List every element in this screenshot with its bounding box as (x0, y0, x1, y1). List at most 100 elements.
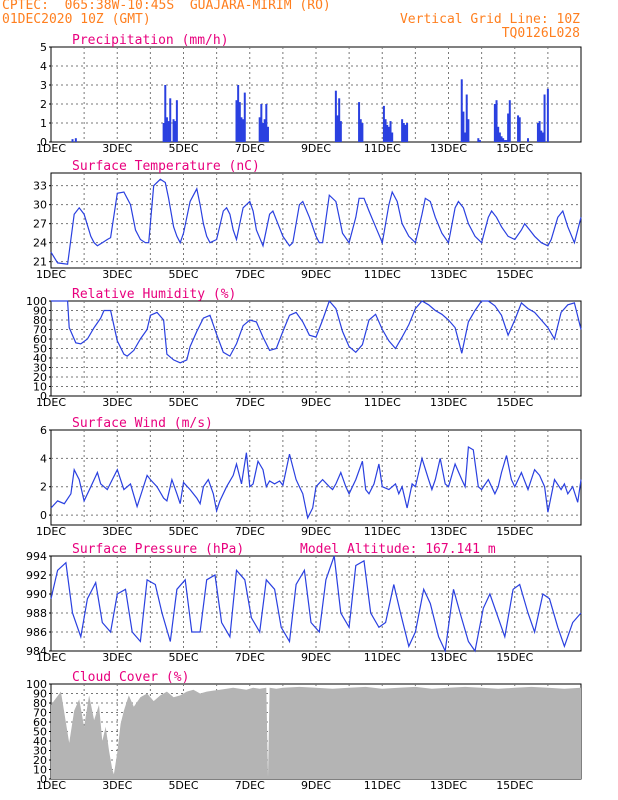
panel-precipitation-mm-bar (465, 94, 468, 142)
panel-precipitation-mm-bar (165, 117, 168, 142)
panel-precipitation-mm-ytick-label: 1 (40, 117, 47, 130)
panel-precipitation-mm-bar (543, 94, 546, 142)
panel-surface-wind-xtick-label: 13DEC (430, 525, 467, 538)
panel-precipitation-mm-bar (391, 132, 394, 142)
panel-surface-pressure-xtick-label: 13DEC (430, 651, 467, 664)
panel-relative-humidity-ytick-label: 70 (33, 324, 47, 337)
panel-precipitation-mm-bar (503, 140, 506, 142)
panel-precipitation-mm-xtick-label: 13DEC (430, 142, 467, 155)
panel-cloud-cover-xtick-label: 13DEC (430, 779, 467, 792)
panel-precipitation-mm-bar (174, 121, 177, 142)
panel-precipitation-mm-bar (500, 136, 503, 142)
panel-precipitation-mm-bar (258, 117, 261, 142)
panel-precipitation-mm-bar (387, 126, 390, 142)
panel-precipitation-mm-bar (498, 132, 501, 142)
panel-surface-pressure-ytick-label: 986 (26, 626, 47, 639)
panel-surface-temperature-xtick-label: 7DEC (235, 268, 265, 281)
vertical-grid-note: Vertical Grid Line: 10Z (399, 12, 580, 27)
panel-surface-wind-xtick-label: 15DEC (496, 525, 533, 538)
panel-precipitation-mm-bar (361, 123, 364, 142)
panel-surface-wind-xtick-label: 1DEC (36, 525, 66, 538)
panel-precipitation-mm-bar (389, 121, 392, 142)
panel-surface-temperature-xtick-label: 9DEC (301, 268, 331, 281)
panel-surface-pressure-xtick-label: 9DEC (301, 651, 331, 664)
panel-surface-wind-xtick-label: 3DEC (102, 525, 132, 538)
panel-surface-pressure-xtick-label: 15DEC (496, 651, 533, 664)
panel-surface-pressure-annotation: Model Altitude: 167.141 m (300, 542, 496, 557)
panel-precipitation-mm-bar (167, 121, 170, 142)
panel-precipitation-mm-bar (74, 138, 77, 142)
panel-surface-wind-xtick-label: 5DEC (168, 525, 198, 538)
panel-cloud-cover-xtick-label: 15DEC (496, 779, 533, 792)
product-code: TQ0126L028 (501, 26, 580, 41)
panel-relative-humidity-xtick-label: 13DEC (430, 396, 467, 409)
panel-precipitation-mm-bar (336, 115, 339, 142)
panel-precipitation-mm-bar (493, 104, 496, 142)
panel-precipitation-mm-bar (175, 100, 178, 142)
panel-precipitation-mm-bar (237, 85, 240, 142)
panel-surface-pressure-xtick-label: 5DEC (168, 651, 198, 664)
panel-relative-humidity-ytick-label: 100 (26, 295, 47, 308)
panel-precipitation-mm-bar (334, 90, 337, 142)
panel-precipitation-mm-bar (172, 119, 175, 142)
panel-surface-wind-series-line (50, 445, 582, 520)
panel-relative-humidity-xtick-label: 9DEC (301, 396, 331, 409)
panel-precipitation-mm-bar (477, 138, 480, 142)
panel-precipitation-mm-bar (518, 117, 521, 142)
panel-precipitation-mm-bar (238, 102, 241, 142)
panel-cloud-cover-ytick-label: 100 (26, 678, 47, 691)
panel-relative-humidity-xtick-label: 11DEC (364, 396, 401, 409)
panel-precipitation-mm-xtick-label: 7DEC (235, 142, 265, 155)
panel-precipitation-mm-xtick-label: 11DEC (364, 142, 401, 155)
panel-surface-wind-title: Surface Wind (m/s) (72, 416, 213, 431)
panel-cloud-cover-ytick-label: 50 (33, 726, 47, 739)
panel-precipitation-mm-bar (404, 124, 407, 142)
panel-surface-pressure-series-line (50, 555, 582, 654)
panel-cloud-cover-title: Cloud Cover (%) (72, 670, 189, 685)
panel-precipitation-mm-bar (242, 119, 245, 142)
panel-surface-temperature-ytick-label: 27 (33, 218, 47, 231)
panel-precipitation-mm-xtick-label: 3DEC (102, 142, 132, 155)
panel-relative-humidity-title: Relative Humidity (%) (72, 287, 236, 302)
panel-relative-humidity-xtick-label: 7DEC (235, 396, 265, 409)
panel-precipitation-mm-bar (467, 119, 470, 142)
panel-relative-humidity-ytick-label: 30 (33, 362, 47, 375)
panel-cloud-cover-ytick-label: 80 (33, 697, 47, 710)
panel-precipitation-mm-bar (505, 140, 508, 142)
panel-surface-pressure-ytick-label: 992 (26, 569, 47, 582)
panel-precipitation-mm-title: Precipitation (mm/h) (72, 33, 229, 48)
panel-precipitation-mm-ytick-label: 2 (40, 98, 47, 111)
panel-precipitation-mm-bar (460, 79, 463, 142)
panel-cloud-cover-xtick-label: 9DEC (301, 779, 331, 792)
panel-surface-temperature-xtick-label: 1DEC (36, 268, 66, 281)
panel-precipitation-mm-bar (502, 138, 505, 142)
panel-surface-pressure-xtick-label: 1DEC (36, 651, 66, 664)
panel-surface-pressure-xtick-label: 7DEC (235, 651, 265, 664)
panel-precipitation-mm-bar (508, 100, 511, 142)
panel-surface-pressure-ytick-label: 988 (26, 607, 47, 620)
panel-surface-wind-xtick-label: 7DEC (235, 525, 265, 538)
panel-precipitation-mm-bar (162, 123, 165, 142)
panel-precipitation-mm-xtick-label: 9DEC (301, 142, 331, 155)
panel-precipitation-mm-bar (265, 104, 268, 142)
panel-precipitation-mm-bar (359, 119, 362, 142)
panel-precipitation-mm-bar (262, 123, 264, 142)
panel-relative-humidity-ytick-label: 80 (33, 314, 47, 327)
panel-surface-temperature-ytick-label: 21 (33, 256, 47, 269)
panel-precipitation-mm-bar (338, 98, 341, 142)
panel-surface-pressure-xtick-label: 3DEC (102, 651, 132, 664)
panel-precipitation-mm-bar (382, 105, 385, 142)
panel-relative-humidity-ytick-label: 0 (40, 390, 47, 403)
panel-precipitation-mm-bar (541, 132, 544, 142)
panel-precipitation-mm-bar (478, 140, 481, 142)
panel-cloud-cover-area (51, 686, 581, 779)
panel-precipitation-mm-ytick-label: 5 (40, 41, 47, 54)
panel-relative-humidity-series-line (51, 299, 582, 364)
panel-precipitation-mm-bar (384, 119, 387, 142)
panel-surface-pressure-ytick-label: 990 (26, 588, 47, 601)
panel-precipitation-mm-ytick-label: 3 (40, 79, 47, 92)
panel-surface-temperature-title: Surface Temperature (nC) (72, 159, 260, 174)
panel-precipitation-mm-bar (263, 119, 266, 142)
header-line-1: CPTEC: 065:38W-10:45S GUAJARA-MIRIM (RO) (2, 0, 331, 13)
